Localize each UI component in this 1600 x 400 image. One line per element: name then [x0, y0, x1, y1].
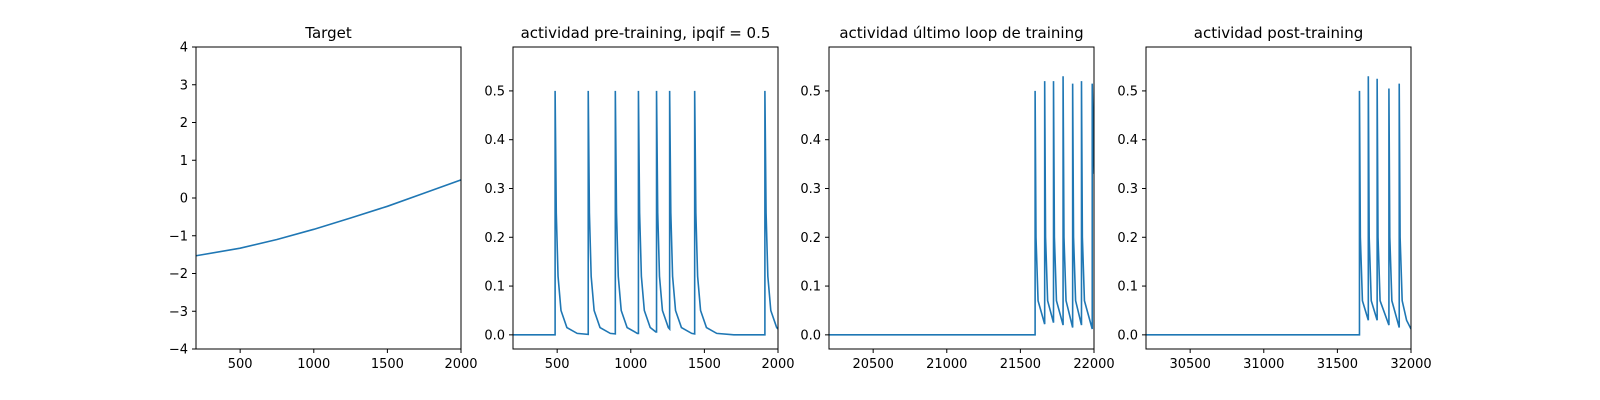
- y-tick-label: −2: [169, 267, 188, 282]
- y-tick-label: −1: [169, 229, 188, 244]
- data-line: [196, 179, 461, 257]
- chart-title: actividad post-training: [1194, 24, 1363, 42]
- y-tick-label: 0.2: [800, 231, 821, 246]
- data-line: [1146, 76, 1411, 336]
- x-tick-label: 500: [228, 357, 253, 372]
- axes-frame: [1145, 46, 1412, 350]
- y-tick-label: 0: [180, 192, 188, 207]
- x-tick-label: 22000: [1073, 357, 1114, 372]
- x-tick-label: 1000: [614, 357, 647, 372]
- x-tick-label: 2000: [444, 357, 477, 372]
- y-tick-label: 0.4: [484, 133, 505, 148]
- y-tick-label: 4: [180, 41, 188, 56]
- y-tick-label: 0.2: [1117, 231, 1138, 246]
- y-tick-label: 0.5: [484, 84, 505, 99]
- data-line: [513, 90, 778, 336]
- y-tick-label: 0.3: [484, 182, 505, 197]
- x-tick-label: 32000: [1390, 357, 1431, 372]
- y-tick-label: 0.3: [800, 182, 821, 197]
- y-tick-label: 0.2: [484, 231, 505, 246]
- data-line: [829, 76, 1094, 336]
- y-tick-label: 0.1: [1117, 280, 1138, 295]
- chart-title: actividad último loop de training: [839, 24, 1083, 42]
- x-tick-label: 1000: [297, 357, 330, 372]
- y-tick-label: 0.4: [800, 133, 821, 148]
- y-tick-label: 0.0: [1117, 328, 1138, 343]
- chart-title: Target: [304, 24, 352, 42]
- axes-frame: [195, 46, 462, 350]
- axes-frame: [512, 46, 779, 350]
- y-tick-label: 0.3: [1117, 182, 1138, 197]
- x-tick-label: 1500: [688, 357, 721, 372]
- x-tick-label: 1500: [371, 357, 404, 372]
- y-tick-label: 0.1: [484, 280, 505, 295]
- x-tick-label: 30500: [1169, 357, 1210, 372]
- y-tick-label: 1: [180, 154, 188, 169]
- y-tick-label: −3: [169, 305, 188, 320]
- x-tick-label: 31500: [1317, 357, 1358, 372]
- y-tick-label: 0.5: [800, 84, 821, 99]
- x-tick-label: 2000: [761, 357, 794, 372]
- x-tick-label: 31000: [1243, 357, 1284, 372]
- y-tick-label: 0.1: [800, 280, 821, 295]
- y-tick-label: 0.0: [484, 328, 505, 343]
- x-tick-label: 500: [545, 357, 570, 372]
- y-tick-label: 0.4: [1117, 133, 1138, 148]
- axes-frame: [828, 46, 1095, 350]
- x-tick-label: 20500: [852, 357, 893, 372]
- y-tick-label: 0.5: [1117, 84, 1138, 99]
- y-tick-label: −4: [169, 343, 188, 358]
- y-tick-label: 0.0: [800, 328, 821, 343]
- y-tick-label: 2: [180, 116, 188, 131]
- x-tick-label: 21500: [1000, 357, 1041, 372]
- x-tick-label: 21000: [926, 357, 967, 372]
- y-tick-label: 3: [180, 78, 188, 93]
- chart-title: actividad pre-training, ipqif = 0.5: [521, 24, 771, 42]
